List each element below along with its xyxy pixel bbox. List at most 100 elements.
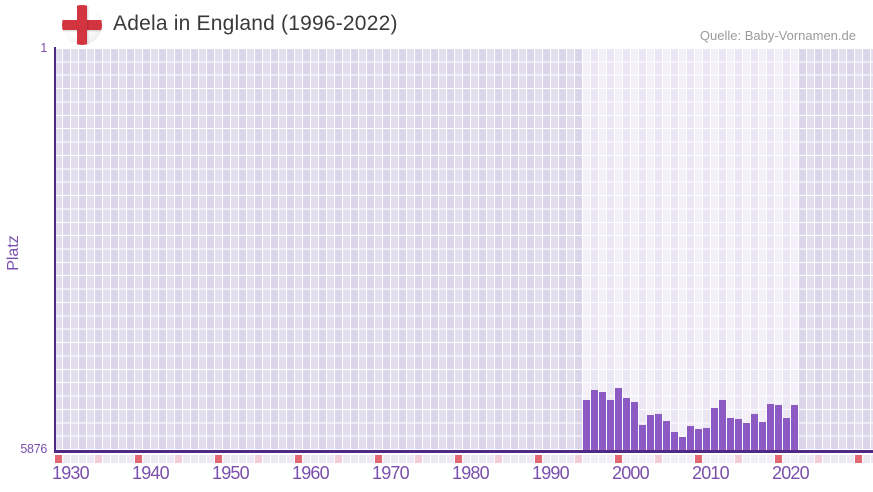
bar-2009[interactable] [687,425,694,450]
bar-2019[interactable] [767,404,774,450]
year-tick-1935 [95,454,102,463]
grid-column-2025 [815,49,822,450]
year-tick-1957 [271,454,278,463]
year-tick-1972 [391,454,398,463]
year-tick-1986 [503,454,510,463]
year-tick-1959 [287,454,294,463]
bar-2000[interactable] [615,387,622,450]
bar-2002[interactable] [631,401,638,450]
grid-column-2018 [759,49,766,450]
grid-column-1939 [127,49,134,450]
grid-column-2004 [647,49,654,450]
bar-2004[interactable] [647,414,654,450]
bar-1997[interactable] [591,390,598,450]
year-tick-1996 [583,454,590,463]
bar-2020[interactable] [775,405,782,450]
year-tick-1956 [263,454,270,463]
chart-title: Adela in England (1996-2022) [113,12,398,35]
year-tick-2025 [815,454,822,463]
bar-2005[interactable] [655,413,662,450]
grid-column-1972 [391,49,398,450]
bar-2017[interactable] [751,413,758,450]
bar-2018[interactable] [759,421,766,450]
bar-2008[interactable] [679,437,686,450]
year-tick-2026 [823,454,830,463]
grid-column-1932 [71,49,78,450]
bar-1999[interactable] [607,400,614,450]
grid-column-1957 [271,49,278,450]
year-tick-1961 [303,454,310,463]
year-tick-1951 [223,454,230,463]
bar-2006[interactable] [663,420,670,450]
year-tick-2023 [799,454,806,463]
year-tick-2021 [783,454,790,463]
year-tick-2029 [847,454,854,463]
grid-column-1979 [447,49,454,450]
grid-column-1938 [119,49,126,450]
year-tick-2031 [863,454,870,463]
bar-2013[interactable] [719,399,726,450]
y-axis-tick-max: 1 [40,41,47,55]
year-tick-1953 [239,454,246,463]
bar-2015[interactable] [735,419,742,450]
grid-column-2012 [711,49,718,450]
grid-column-1999 [607,49,614,450]
year-tick-2009 [687,454,694,463]
year-tick-2008 [679,454,686,463]
bar-2016[interactable] [743,423,750,450]
x-axis-label-1990: 1990 [532,463,570,483]
grid-column-1964 [327,49,334,450]
grid-column-1931 [63,49,70,450]
year-tick-1941 [143,454,150,463]
bar-1998[interactable] [599,391,606,450]
year-tick-1969 [367,454,374,463]
bar-2012[interactable] [711,407,718,450]
grid-column-2015 [735,49,742,450]
bar-2001[interactable] [623,398,630,450]
x-axis-label-2020: 2020 [772,463,810,483]
grid-column-1953 [239,49,246,450]
y-axis-line [54,47,56,452]
grid-column-1942 [151,49,158,450]
bar-2007[interactable] [671,431,678,450]
source-credit: Quelle: Baby-Vornamen.de [699,28,856,43]
grid-column-1947 [191,49,198,450]
england-flag-icon [62,5,102,45]
bar-1996[interactable] [583,400,590,450]
bar-2021[interactable] [783,417,790,450]
year-tick-1950 [215,454,222,463]
grid-column-2021 [783,49,790,450]
grid-column-1945 [175,49,182,450]
grid-column-1943 [159,49,166,450]
year-tick-1997 [591,454,598,463]
grid-column-2009 [687,49,694,450]
bar-2010[interactable] [695,429,702,450]
grid-column-2002 [631,49,638,450]
year-tick-1965 [335,454,342,463]
grid-column-1985 [495,49,502,450]
grid-column-1933 [79,49,86,450]
year-tick-1990 [535,454,542,463]
year-tick-2002 [631,454,638,463]
grid-column-1994 [567,49,574,450]
grid-column-1934 [87,49,94,450]
year-tick-1971 [383,454,390,463]
bar-2011[interactable] [703,427,710,450]
grid-column-1992 [551,49,558,450]
year-tick-1960 [295,454,302,463]
bar-2014[interactable] [727,417,734,450]
year-tick-1988 [519,454,526,463]
year-tick-1993 [559,454,566,463]
year-tick-1992 [551,454,558,463]
flag-cross-vertical [77,5,87,45]
year-tick-1936 [103,454,110,463]
year-tick-1944 [167,454,174,463]
bar-2022[interactable] [791,404,798,450]
grid-column-1958 [279,49,286,450]
bar-2003[interactable] [639,424,646,450]
grid-column-1976 [423,49,430,450]
grid-column-2003 [639,49,646,450]
year-tick-2006 [663,454,670,463]
year-tick-1946 [183,454,190,463]
